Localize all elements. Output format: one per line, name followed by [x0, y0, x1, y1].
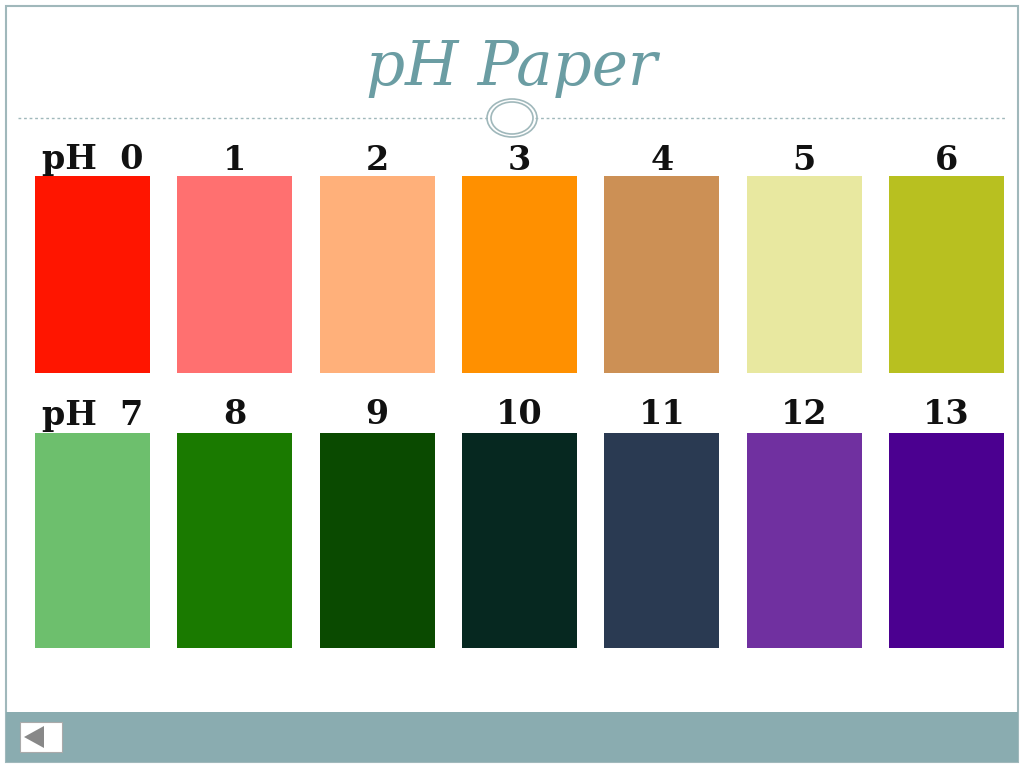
Text: 4: 4	[650, 144, 674, 177]
Bar	[319, 176, 434, 373]
Bar	[746, 176, 861, 373]
Bar	[462, 433, 577, 648]
Text: 3: 3	[508, 144, 531, 177]
Bar	[889, 433, 1004, 648]
Bar	[6, 712, 1018, 762]
Bar	[889, 176, 1004, 373]
Text: 12: 12	[781, 399, 827, 432]
Text: pH  7: pH 7	[42, 399, 143, 432]
Ellipse shape	[487, 99, 537, 137]
Text: 9: 9	[366, 399, 389, 432]
Ellipse shape	[490, 102, 534, 134]
Text: 5: 5	[793, 144, 816, 177]
Bar	[35, 176, 150, 373]
Text: 6: 6	[935, 144, 958, 177]
Bar	[177, 176, 292, 373]
Bar	[604, 176, 719, 373]
Bar	[319, 433, 434, 648]
Text: pH Paper: pH Paper	[367, 38, 657, 98]
FancyBboxPatch shape	[6, 6, 1018, 762]
Polygon shape	[24, 726, 44, 748]
Bar	[604, 433, 719, 648]
Bar	[35, 433, 150, 648]
Text: pH  0: pH 0	[42, 144, 143, 177]
Bar	[746, 433, 861, 648]
Bar	[462, 176, 577, 373]
Bar	[20, 722, 62, 752]
Text: 2: 2	[366, 144, 389, 177]
Bar	[177, 433, 292, 648]
Text: 11: 11	[638, 399, 685, 432]
Text: 1: 1	[223, 144, 247, 177]
Text: 10: 10	[496, 399, 543, 432]
Text: 13: 13	[924, 399, 970, 432]
Text: 8: 8	[223, 399, 247, 432]
